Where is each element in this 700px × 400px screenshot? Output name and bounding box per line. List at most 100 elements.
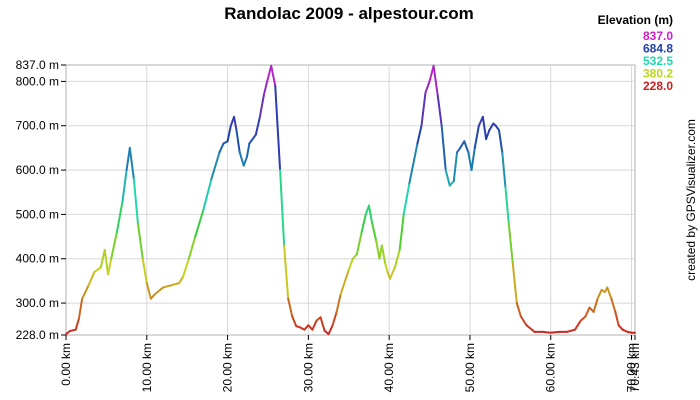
- profile-segment: [481, 115, 488, 141]
- legend-title: Elevation (m): [598, 13, 673, 27]
- profile-segment: [584, 306, 591, 318]
- x-tick-label: 40.00 km: [382, 343, 396, 392]
- legend-entry: 684.8: [643, 42, 673, 56]
- profile-segment: [182, 257, 190, 278]
- x-tick-label: 10.00 km: [140, 343, 154, 392]
- profile-segment: [153, 286, 164, 296]
- x-tick-label: 30.00 km: [301, 343, 315, 392]
- profile-segment: [501, 151, 507, 189]
- profile-segment: [485, 129, 491, 141]
- profile-segment: [170, 282, 181, 287]
- profile-segment: [266, 64, 273, 83]
- profile-segment: [384, 262, 389, 274]
- y-tick-label: 300.0 m: [16, 296, 59, 310]
- profile-segment: [614, 310, 620, 327]
- profile-segment: [235, 129, 241, 154]
- profile-segment: [283, 244, 290, 300]
- profile-segment: [331, 310, 338, 327]
- profile-segment: [519, 315, 528, 327]
- profile-segment: [125, 146, 131, 172]
- y-tick-label: 600.0 m: [16, 163, 59, 177]
- profile-segment: [107, 257, 113, 276]
- profile-segment: [360, 213, 367, 234]
- profile-segment: [194, 208, 205, 238]
- profile-segment: [592, 297, 599, 313]
- profile-segment: [161, 284, 173, 289]
- profile-segment: [226, 124, 232, 143]
- profile-segment: [541, 330, 552, 334]
- axis-tick-labels: 228.0 m 300.0 m 400.0 m 500.0 m 600.0 m 700.0…: [16, 58, 642, 392]
- x-tick-label: 0.00 km: [59, 343, 73, 386]
- profile-segment: [459, 140, 466, 149]
- profile-segment: [136, 222, 144, 260]
- profile-segment: [507, 222, 514, 265]
- profile-segment: [254, 115, 261, 136]
- profile-segment: [74, 317, 80, 331]
- profile-segment: [511, 262, 518, 305]
- profile-segment: [388, 266, 396, 280]
- x-tick-label: 20.00 km: [221, 343, 235, 392]
- profile-segment: [339, 268, 350, 296]
- profile-segment: [145, 282, 152, 300]
- profile-segment: [525, 324, 536, 333]
- profile-segment: [428, 64, 435, 83]
- profile-segment: [238, 151, 245, 167]
- credit-text: created by GPSVisualizer.com: [684, 119, 698, 281]
- profile-segment: [498, 129, 504, 154]
- profile-segment: [270, 64, 277, 87]
- profile-segment: [573, 319, 582, 331]
- y-tick-label: 700.0 m: [16, 119, 59, 133]
- profile-segment: [262, 80, 269, 96]
- profile-segment: [311, 319, 318, 331]
- profile-segment: [371, 222, 378, 243]
- legend-entry: 532.5: [643, 54, 673, 68]
- profile-segment: [393, 248, 401, 269]
- profile-segment: [440, 124, 447, 172]
- legend-entry: 380.2: [643, 67, 673, 81]
- profile-segment: [610, 297, 617, 313]
- profile-segment: [335, 293, 342, 313]
- profile-segment: [132, 177, 139, 225]
- profile-segment: [202, 177, 213, 211]
- profile-segment: [287, 297, 294, 318]
- profile-segment: [565, 328, 576, 333]
- profile-segment: [402, 182, 411, 216]
- legend-entry: 837.0: [643, 29, 673, 43]
- y-tick-label: 228.0 m: [16, 328, 59, 342]
- profile-segment: [579, 315, 587, 322]
- profile-segment: [436, 93, 443, 127]
- legend-entry: 228.0: [643, 79, 673, 93]
- y-tick-label: 500.0 m: [16, 207, 59, 221]
- x-tick-label: 70.43 km: [628, 343, 642, 392]
- profile-segment: [488, 122, 495, 132]
- profile-segment: [504, 186, 510, 225]
- profile-segment: [367, 204, 374, 225]
- profile-segment: [398, 213, 405, 251]
- profile-segment: [549, 330, 560, 334]
- profile-segment: [187, 235, 197, 260]
- profile-segment: [77, 297, 84, 320]
- profile-segment: [444, 169, 451, 187]
- profile-segment: [515, 302, 522, 318]
- chart-title: Randolac 2009 - alpestour.com: [224, 4, 473, 23]
- profile-segment: [375, 240, 381, 260]
- profile-segment: [93, 266, 102, 274]
- profile-segment: [258, 93, 265, 118]
- elevation-profile: [65, 64, 636, 336]
- profile-segment: [87, 271, 96, 287]
- profile-segment: [347, 257, 354, 271]
- x-tick-label: 70.00 km: [625, 343, 639, 392]
- profile-segment: [279, 169, 286, 247]
- profile-segment: [420, 91, 427, 127]
- profile-segment: [81, 284, 90, 300]
- y-tick-label: 800.0 m: [16, 74, 59, 88]
- x-tick-label: 50.00 km: [463, 343, 477, 392]
- profile-segment: [470, 146, 476, 172]
- profile-segment: [408, 142, 419, 185]
- profile-segment: [218, 142, 225, 154]
- profile-segment: [319, 316, 326, 332]
- profile-segment: [463, 140, 470, 154]
